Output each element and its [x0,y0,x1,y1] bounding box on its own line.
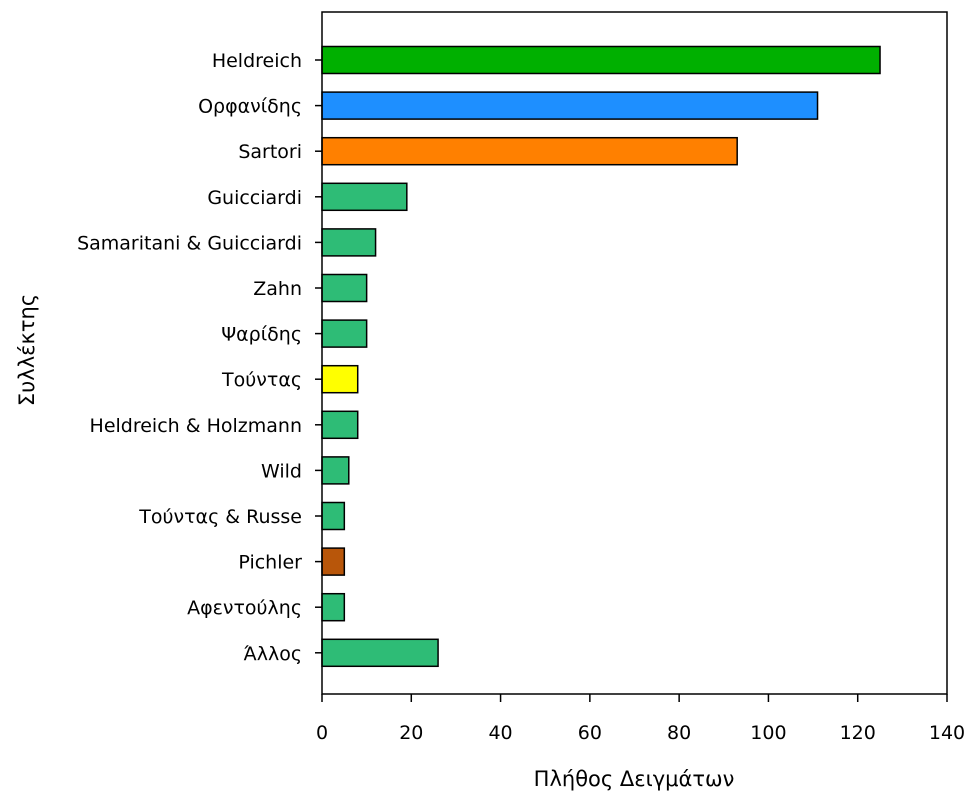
bars-layer [321,45,881,668]
bar-1 [321,91,819,120]
x-tick-label-2: 40 [488,722,512,744]
category-label-3: Guicciardi [207,187,302,209]
category-label-8: Heldreich & Holzmann [90,415,302,437]
bar-13 [321,638,439,668]
bar-8 [321,410,359,440]
category-label-2: Sartori [238,141,302,163]
ticks-layer [315,59,948,702]
bar-3 [321,182,408,212]
bar-4 [321,228,377,257]
x-tick-label-3: 60 [578,722,602,744]
category-label-4: Samaritani & Guicciardi [77,232,302,254]
category-label-0: Heldreich [212,50,302,72]
x-tick-label-1: 20 [399,722,423,744]
bar-2 [321,136,738,166]
category-label-6: Ψαρίδης [221,324,302,346]
bar-5 [321,273,368,303]
x-tick-label-6: 120 [840,722,876,744]
category-label-10: Τούντας & Russe [138,506,302,528]
bar-7 [321,364,359,394]
bar-0 [321,45,881,75]
bar-11 [321,547,346,576]
x-tick-label-4: 80 [667,722,691,744]
category-label-11: Pichler [238,552,302,574]
category-label-1: Ορφανίδης [198,96,302,118]
bar-10 [321,501,346,531]
y-axis-title: Συλλέκτης [15,294,39,406]
category-label-13: Άλλος [244,643,302,665]
bar-9 [321,456,350,485]
x-tick-label-7: 140 [929,722,965,744]
x-axis-title: Πλήθος Δειγμάτων [534,767,735,791]
bar-6 [321,319,368,348]
x-tick-label-5: 100 [750,722,786,744]
category-label-7: Τούντας [221,369,302,391]
x-tick-label-0: 0 [316,722,328,744]
labels-layer: Heldreich Ορφανίδης Sartori Guicciardi Samar… [77,50,965,744]
bar-12 [321,592,346,622]
category-label-12: Αφεντούλης [187,597,302,619]
category-label-5: Zahn [253,278,302,300]
category-label-9: Wild [261,460,302,482]
plot-frame [321,11,948,695]
